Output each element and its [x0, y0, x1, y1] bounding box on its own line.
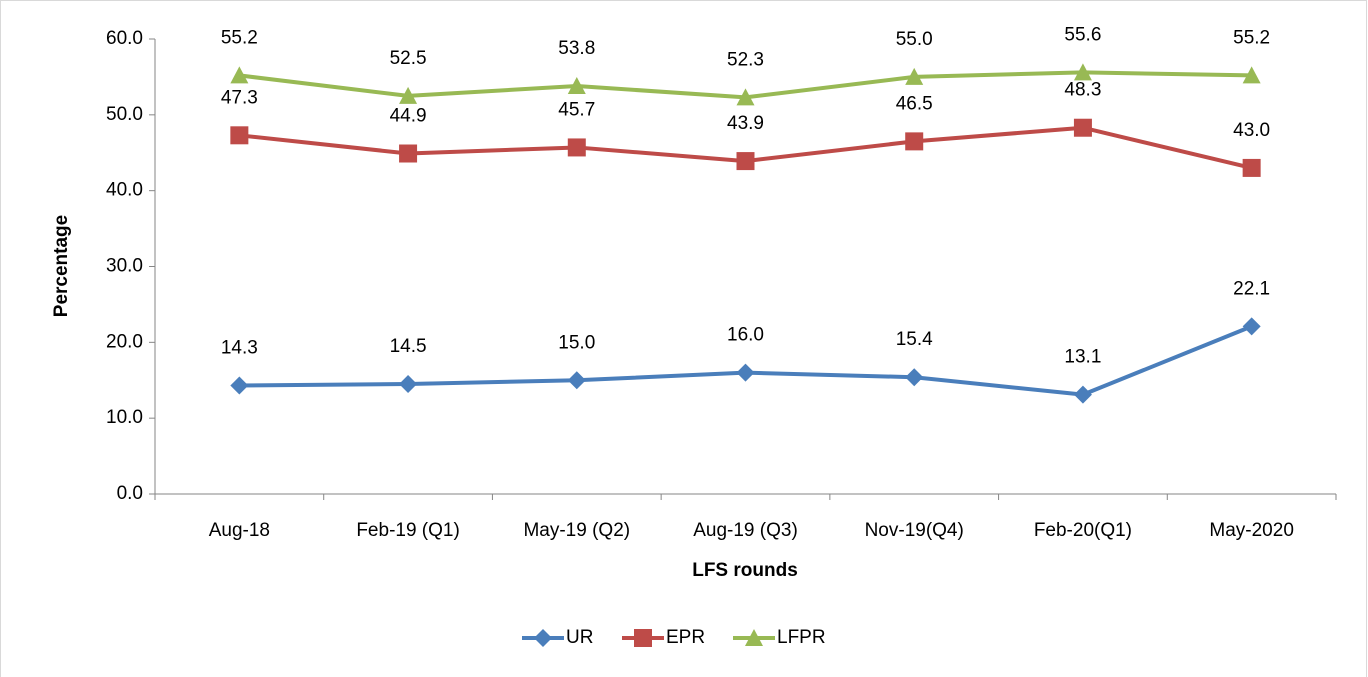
y-tick-label: 10.0 — [106, 407, 143, 428]
y-tick-label: 30.0 — [106, 256, 143, 277]
data-label: 47.3 — [221, 87, 258, 108]
data-point — [230, 376, 249, 395]
data-label: 53.8 — [558, 38, 595, 59]
y-tick-label: 20.0 — [106, 331, 143, 352]
legend-label: LFPR — [777, 627, 826, 648]
data-point — [399, 375, 418, 394]
data-label: 48.3 — [1064, 80, 1101, 101]
x-tick-label: Aug-19 (Q3) — [693, 520, 798, 541]
data-point — [230, 66, 249, 84]
data-label: 14.5 — [390, 336, 427, 357]
data-point — [230, 126, 249, 145]
legend-marker — [634, 629, 652, 647]
data-label: 55.2 — [1233, 27, 1270, 48]
data-point — [1073, 385, 1092, 404]
legend-marker — [745, 629, 763, 646]
x-axis-title: LFS rounds — [692, 560, 798, 581]
data-label: 15.0 — [558, 332, 595, 353]
data-point — [905, 368, 924, 387]
data-point — [736, 88, 755, 106]
y-tick-label: 50.0 — [106, 104, 143, 125]
data-point — [1073, 118, 1092, 137]
x-tick-label: Nov-19(Q4) — [865, 520, 964, 541]
data-point — [399, 86, 418, 104]
data-point — [1242, 66, 1261, 84]
data-label: 55.0 — [896, 29, 933, 50]
data-label: 16.0 — [727, 325, 764, 346]
data-point — [1242, 317, 1261, 336]
data-label: 46.5 — [896, 93, 933, 114]
data-point — [567, 77, 586, 95]
data-label: 52.5 — [390, 48, 427, 69]
x-tick-label: Feb-19 (Q1) — [356, 520, 459, 541]
data-point — [905, 132, 924, 151]
data-point — [567, 138, 586, 157]
x-tick-label: Feb-20(Q1) — [1034, 520, 1132, 541]
x-tick-label: May-19 (Q2) — [523, 520, 630, 541]
legend-label: UR — [566, 627, 593, 648]
data-label: 15.4 — [896, 329, 933, 350]
data-label: 43.0 — [1233, 120, 1270, 141]
data-label: 55.2 — [221, 27, 258, 48]
legend-marker — [534, 629, 552, 647]
y-tick-label: 60.0 — [106, 28, 143, 49]
data-label: 43.9 — [727, 113, 764, 134]
data-label: 45.7 — [558, 99, 595, 120]
data-label: 52.3 — [727, 49, 764, 70]
data-point — [567, 371, 586, 390]
data-label: 14.3 — [221, 338, 258, 359]
data-point — [905, 67, 924, 85]
data-point — [736, 152, 755, 171]
data-label: 13.1 — [1064, 347, 1101, 368]
x-tick-label: May-2020 — [1209, 520, 1294, 541]
data-label: 55.6 — [1064, 24, 1101, 45]
x-tick-label: Aug-18 — [209, 520, 270, 541]
data-point — [736, 363, 755, 382]
data-label: 44.9 — [390, 106, 427, 127]
data-point — [1073, 63, 1092, 81]
data-label: 22.1 — [1233, 278, 1270, 299]
legend-label: EPR — [666, 627, 705, 648]
y-axis-title: Percentage — [51, 215, 72, 317]
y-tick-label: 40.0 — [106, 180, 143, 201]
y-tick-label: 0.0 — [117, 483, 143, 504]
data-point — [399, 144, 418, 163]
data-point — [1242, 158, 1261, 177]
